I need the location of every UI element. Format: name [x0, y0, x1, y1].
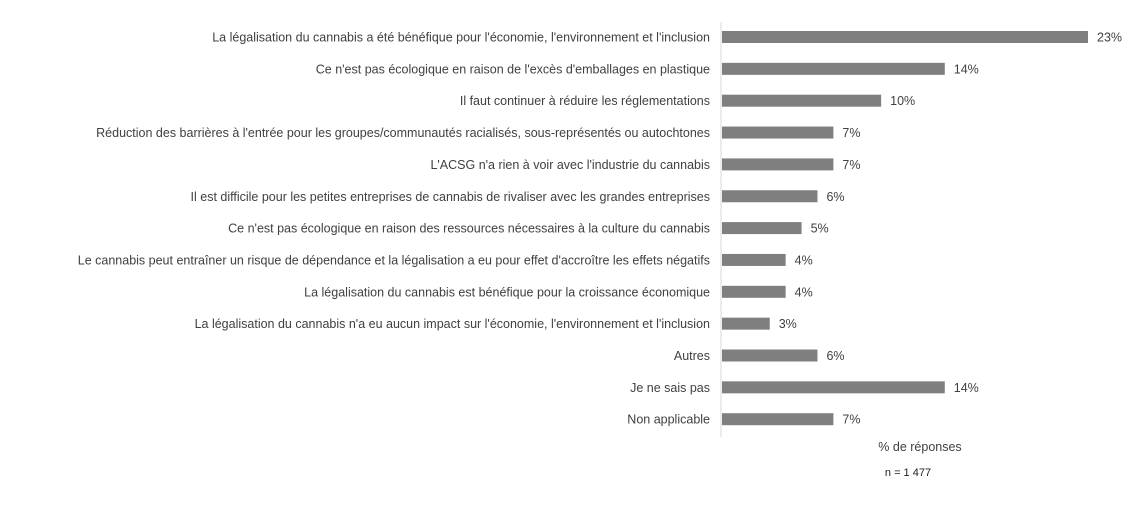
data-label: 6% [826, 190, 844, 204]
bar [722, 190, 818, 203]
bar [722, 253, 786, 266]
bar [722, 62, 945, 75]
bars-layer [722, 31, 1088, 426]
category-label: La légalisation du cannabis n'a eu aucun… [195, 317, 710, 331]
bar [722, 31, 1088, 43]
category-label: La légalisation du cannabis a été bénéfi… [212, 31, 710, 45]
bar [722, 158, 834, 171]
category-labels: La légalisation du cannabis a été bénéfi… [78, 31, 710, 427]
value-labels: 23% 14% 10% 7% 7% 6% 5% 4% 4% 3% 6% 14% 7% [779, 31, 1122, 427]
data-label: 7% [842, 126, 860, 140]
bar [722, 285, 786, 298]
data-label: 10% [890, 94, 915, 108]
category-label: Ce n'est pas écologique en raison de l'e… [316, 62, 710, 76]
data-label: 4% [795, 253, 813, 267]
bar [722, 126, 834, 139]
category-label: Non applicable [627, 413, 710, 427]
bar [722, 317, 770, 330]
category-label: L'ACSG n'a rien à voir avec l'industrie … [430, 158, 710, 172]
category-label: Réduction des barrières à l'entrée pour … [96, 126, 710, 140]
category-label: Ce n'est pas écologique en raison des re… [228, 222, 710, 236]
data-label: 5% [811, 222, 829, 236]
bar [722, 94, 882, 107]
data-label: 7% [842, 158, 860, 172]
category-label: Il faut continuer à réduire les réglemen… [460, 94, 710, 108]
bar [722, 381, 945, 394]
data-label: 14% [954, 381, 979, 395]
data-label: 23% [1097, 31, 1122, 45]
sample-size-note: n = 1 477 [885, 467, 931, 479]
bar [722, 413, 834, 426]
category-label: Il est difficile pour les petites entrep… [191, 190, 710, 204]
category-label: Autres [674, 349, 710, 363]
category-label: Le cannabis peut entraîner un risque de … [78, 253, 710, 267]
category-label: Je ne sais pas [630, 381, 710, 395]
bar [722, 222, 802, 235]
data-label: 6% [826, 349, 844, 363]
data-label: 3% [779, 317, 797, 331]
data-label: 4% [795, 285, 813, 299]
category-label: La légalisation du cannabis est bénéfiqu… [304, 285, 710, 299]
x-axis-title: % de réponses [878, 440, 961, 454]
data-label: 14% [954, 62, 979, 76]
bar [722, 349, 818, 362]
data-label: 7% [842, 413, 860, 427]
